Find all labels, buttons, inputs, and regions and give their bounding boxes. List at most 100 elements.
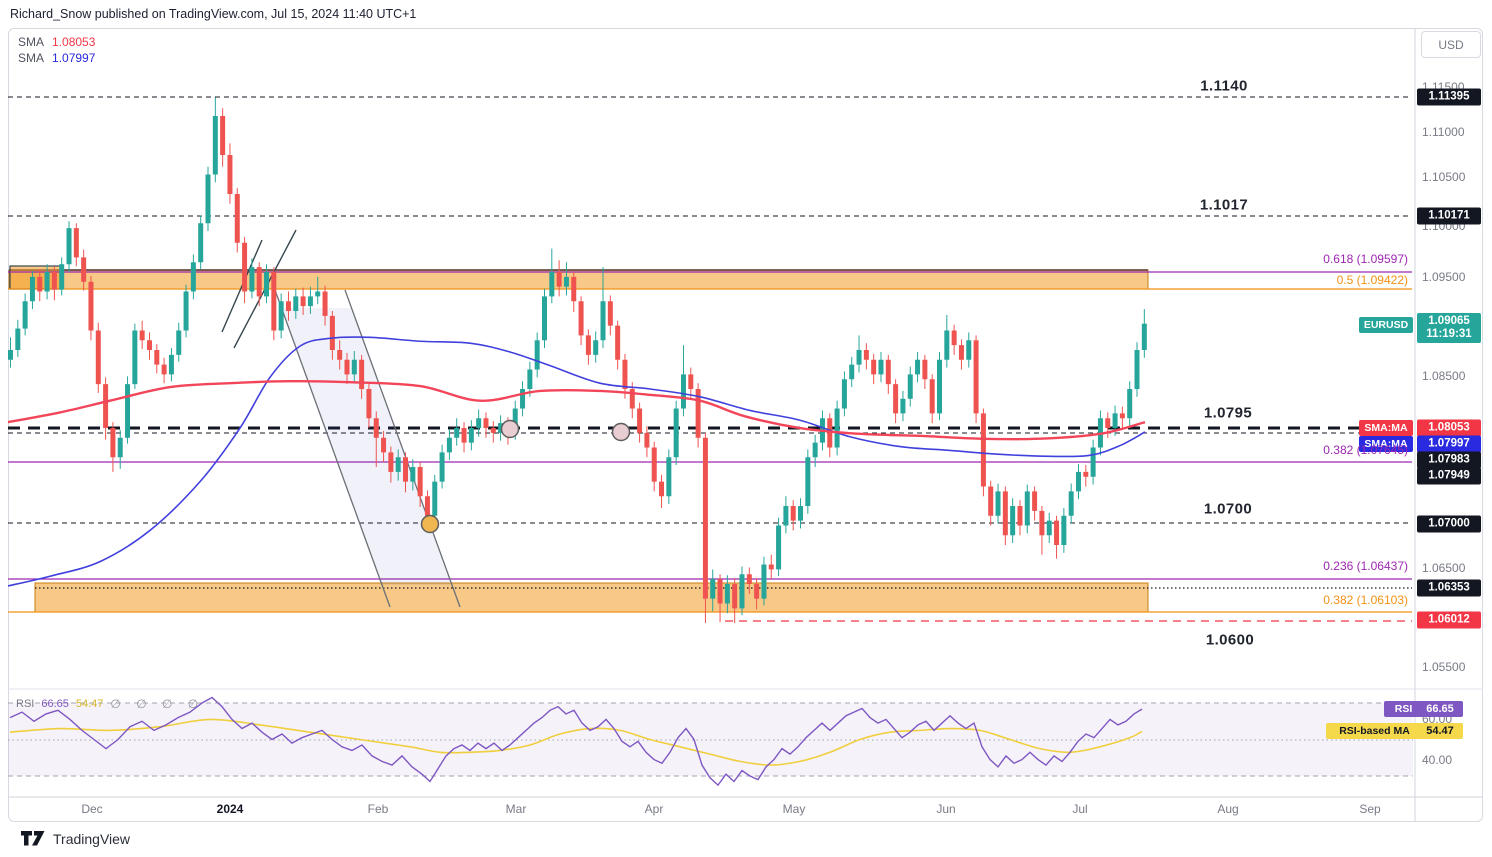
time-axis[interactable] (8, 797, 1415, 822)
candle-body (81, 257, 87, 282)
candle-body (256, 267, 262, 297)
candle-body (710, 579, 716, 599)
candle-body (1010, 506, 1016, 536)
candle-body (871, 359, 877, 375)
candle-body (1112, 413, 1118, 429)
sma-slow-line (7, 336, 1146, 587)
candle-body (190, 262, 196, 292)
tradingview-brand-text: TradingView (53, 830, 131, 847)
currency-button[interactable]: USD (1421, 31, 1481, 58)
sma-value: 1.07997 (52, 51, 96, 65)
candle-body (907, 374, 913, 399)
candle-body (746, 574, 752, 585)
footer-brand[interactable]: TradingView (20, 830, 130, 847)
candle-body (410, 467, 416, 482)
candle-body (51, 272, 57, 290)
candle-body (651, 447, 657, 482)
candle-body (571, 276, 577, 302)
candle-body (44, 272, 50, 292)
candle-body (1032, 491, 1038, 511)
candle-body (937, 359, 943, 414)
candle-body (585, 335, 591, 355)
candle-body (644, 432, 650, 448)
candle-body (278, 301, 284, 331)
candle-body (212, 116, 218, 175)
candle-body (446, 437, 452, 453)
candle-body (849, 364, 855, 380)
candle-body (417, 467, 423, 497)
candle-body (512, 408, 518, 433)
candle-body (856, 350, 862, 365)
hidden-source-icons: ∅ ∅ ∅ ∅ (110, 697, 205, 711)
candle-body (249, 267, 255, 292)
candle-body (1119, 413, 1125, 419)
candle-body (95, 330, 101, 385)
candle-body (1061, 515, 1067, 546)
candle-body (790, 506, 796, 521)
candle-body (863, 350, 869, 360)
candle-body (498, 423, 504, 433)
candle-body (812, 442, 818, 458)
candle-body (117, 437, 123, 458)
candle-body (1068, 491, 1074, 516)
candle-body (66, 228, 72, 265)
price-axis[interactable] (1415, 28, 1484, 797)
candle-body (234, 194, 240, 243)
candle-body (1134, 350, 1140, 390)
indicator-legend: SMA 1.08053 SMA 1.07997 (18, 34, 95, 66)
candle-body (724, 584, 730, 604)
candle-body (300, 296, 306, 307)
candle-body (293, 296, 299, 312)
candle-body (1024, 491, 1030, 526)
candle-body (315, 291, 321, 297)
candle-body (900, 398, 906, 414)
candle-body (841, 379, 847, 409)
gray-circle-marker (500, 419, 520, 439)
candle-body (242, 242, 248, 292)
candle-body (110, 428, 116, 458)
candle-body (783, 506, 789, 526)
candle-body (680, 374, 686, 409)
candle-body (307, 296, 313, 307)
candle-body (329, 315, 335, 351)
sma-legend-row: SMA 1.07997 (18, 50, 95, 66)
candle-body (220, 116, 226, 156)
candle-body (88, 281, 94, 331)
candle-body (973, 340, 979, 414)
candle-body (29, 276, 35, 302)
supply-demand-zone (8, 269, 1149, 290)
candle-body (22, 301, 28, 329)
candle-body (285, 301, 291, 312)
candle-body (659, 481, 665, 497)
candle-body (600, 301, 606, 341)
candle-body (483, 418, 489, 429)
candle-body (432, 481, 438, 516)
candle-body (322, 291, 328, 316)
candle-body (593, 340, 599, 355)
candle-body (125, 384, 131, 438)
candle-body (768, 564, 774, 570)
candle-body (607, 301, 613, 326)
candle-body (359, 359, 365, 390)
candle-body (139, 330, 145, 341)
candle-body (754, 584, 760, 599)
candle-body (541, 296, 547, 341)
gray-circle-marker (611, 422, 631, 442)
candle-body (1002, 491, 1008, 536)
candle-body (629, 389, 635, 409)
candle-body (15, 328, 21, 351)
candle-body (161, 364, 167, 375)
candle-body (176, 330, 182, 355)
candle-body (878, 359, 884, 375)
publication-title: Richard_Snow published on TradingView.co… (10, 7, 417, 21)
candle-body (381, 437, 387, 453)
candle-body (885, 359, 891, 385)
candle-body (366, 389, 372, 419)
candle-body (761, 564, 767, 599)
rsi-ma-line (9, 718, 1143, 766)
candle-body (403, 457, 409, 482)
yellow-circle-marker (420, 514, 440, 534)
candle-body (578, 301, 584, 336)
